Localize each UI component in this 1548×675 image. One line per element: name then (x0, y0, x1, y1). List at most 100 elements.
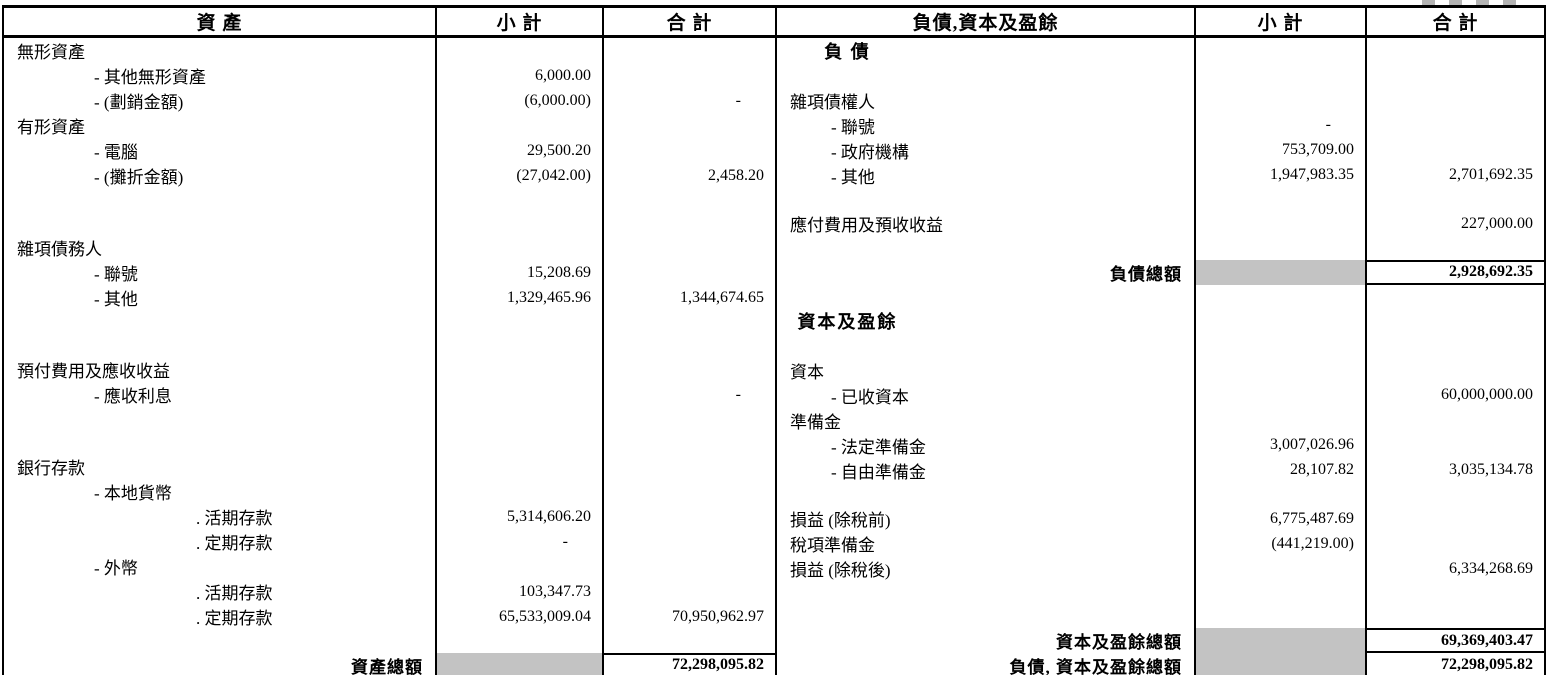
subtotal-value: 6,000.00 (437, 63, 604, 89)
row-label: - 聯號 (4, 260, 437, 286)
total-value (604, 629, 775, 653)
row-label: 預付費用及應收收益 (4, 357, 437, 383)
table-row: - 其他無形資產 6,000.00 (4, 63, 775, 89)
row-label: - (劃銷金額) (4, 88, 437, 114)
table-frame: 資 產 小 計 合 計 無形資產 - 其他無形資產 6,000.00- (劃銷金額)… (2, 5, 1546, 675)
row-label (4, 211, 437, 236)
assets-body: 無形資產 - 其他無形資產 6,000.00- (劃銷金額) (6,000.00) - 有… (4, 38, 775, 675)
table-row: . 定期存款 65,533,009.04 70,950,962.97 (4, 604, 775, 630)
total-value (604, 138, 775, 163)
table-row: 資本 (777, 357, 1544, 383)
total-value (1367, 605, 1544, 629)
total-value (1367, 138, 1544, 163)
liabilities-header-row: 負債,資本及盈餘 小 計 合 計 (777, 8, 1544, 38)
total-value (604, 454, 775, 479)
table-row (777, 334, 1544, 358)
row-label: - 其他 (4, 285, 437, 311)
subtotal-value (437, 113, 604, 139)
subtotal-value: (441,219.00) (1196, 531, 1367, 556)
total-label: 資產總額 (4, 652, 437, 675)
section-heading: 資本及盈餘 (777, 308, 1196, 334)
table-row: 稅項準備金 (441,219.00) (777, 531, 1544, 556)
row-label: 損益 (除稅前) (777, 506, 1196, 531)
total-label: 負債, 資本及盈餘總額 (777, 653, 1196, 675)
total-value (1367, 334, 1544, 358)
table-row: - 外幣 (4, 554, 775, 580)
total-value (1367, 38, 1544, 64)
table-row (4, 430, 775, 455)
row-label: 應付費用及預收收益 (777, 211, 1196, 236)
row-label (4, 333, 437, 358)
row-label: 損益 (除稅後) (777, 556, 1196, 581)
total-value (604, 260, 775, 285)
row-label: - 本地貨幣 (4, 479, 437, 505)
subtotal-value (1196, 38, 1367, 64)
row-label: - 法定準備金 (777, 432, 1196, 458)
assets-column-header: 資 產 (4, 8, 437, 38)
total-value: 72,298,095.82 (604, 652, 775, 675)
table-row: - 法定準備金 3,007,026.96 (777, 432, 1544, 458)
total-value: - (735, 385, 741, 403)
table-row (777, 64, 1544, 88)
total-value (1367, 531, 1544, 556)
row-label (777, 284, 1196, 308)
row-label: - 其他無形資產 (4, 63, 437, 89)
subtotal-value (1196, 259, 1367, 285)
table-row: 應付費用及預收收益 227,000.00 (777, 211, 1544, 236)
total-value (1367, 236, 1544, 260)
table-row: - 自由準備金 28,107.82 3,035,134.78 (777, 457, 1544, 483)
row-label (4, 407, 437, 431)
subtotal-value (1196, 556, 1367, 581)
subtotal-value (1196, 581, 1367, 605)
subtotal-value: (6,000.00) (437, 88, 604, 114)
table-row (4, 333, 775, 358)
row-label: 銀行存款 (4, 454, 437, 480)
row-label (4, 629, 437, 653)
total-value (604, 113, 775, 138)
subtotal-value: 1,947,983.35 (1196, 162, 1367, 188)
total-value: 60,000,000.00 (1441, 386, 1533, 403)
table-row (4, 211, 775, 236)
subtotal-value (437, 188, 604, 212)
row-label: - 應收利息 (4, 382, 437, 408)
subtotal-value (1196, 64, 1367, 88)
subtotal-value (437, 211, 604, 236)
row-label: 無形資產 (4, 38, 437, 64)
total-value (604, 38, 775, 63)
total-value: 70,950,962.97 (672, 607, 764, 625)
row-label: 資本 (777, 357, 1196, 383)
row-label (777, 334, 1196, 358)
row-label: - (攤折金額) (4, 163, 437, 189)
table-row (4, 310, 775, 334)
total-value: 72,298,095.82 (1367, 653, 1544, 675)
subtotal-value: 65,533,009.04 (437, 604, 604, 630)
row-label (777, 581, 1196, 605)
subtotal-value (1196, 87, 1367, 113)
table-row: - (劃銷金額) (6,000.00) - (4, 88, 775, 114)
row-label (4, 310, 437, 334)
total-value (1367, 483, 1544, 507)
row-label (4, 188, 437, 212)
table-row: 準備金 (777, 407, 1544, 433)
subtotal-value: - (437, 529, 604, 555)
row-label: - 其他 (777, 162, 1196, 188)
table-row (777, 581, 1544, 605)
total-value (604, 529, 775, 554)
row-label: - 已收資本 (777, 382, 1196, 408)
subtotal-value (1196, 308, 1367, 334)
total-value (1367, 308, 1544, 334)
row-label: - 自由準備金 (777, 457, 1196, 483)
subtotal-value: (27,042.00) (437, 163, 604, 189)
total-value (1367, 113, 1544, 138)
total-value (604, 334, 775, 358)
table-row: 雜項債權人 (777, 87, 1544, 113)
liabilities-total-column-header: 合 計 (1367, 8, 1544, 38)
subtotal-value (1196, 357, 1367, 383)
total-value (604, 431, 775, 455)
subtotal-value (437, 333, 604, 358)
subtotal-value (437, 382, 604, 408)
subtotal-value: 1,329,465.96 (437, 285, 604, 311)
subtotal-value (1196, 628, 1367, 653)
table-row: - 其他 1,329,465.96 1,344,674.65 (4, 285, 775, 311)
